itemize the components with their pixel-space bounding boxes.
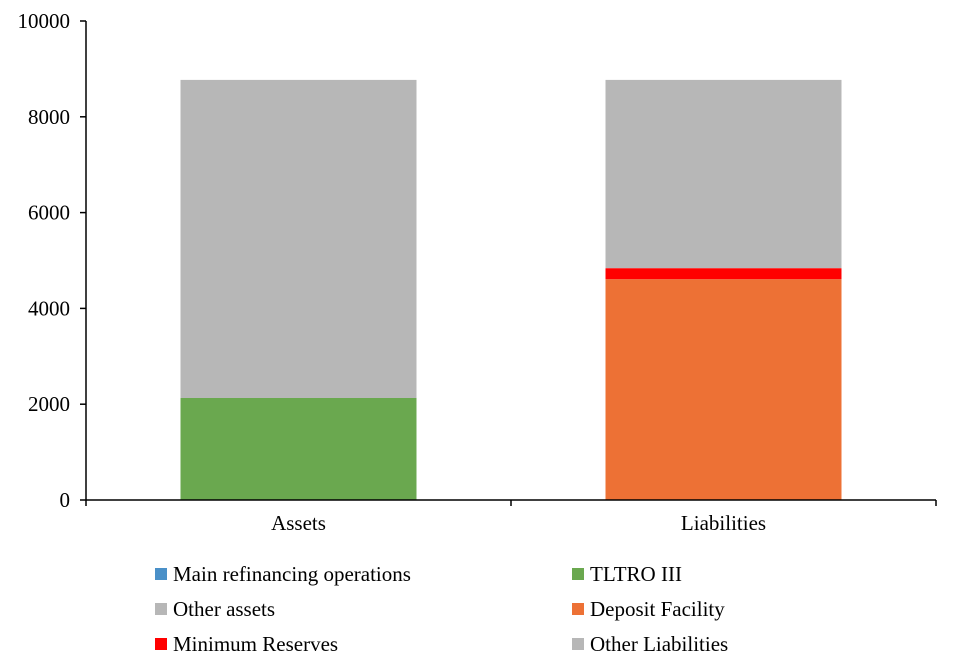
legend-swatch-other-liabilities — [572, 638, 584, 650]
legend-swatch-deposit-facility — [572, 603, 584, 615]
y-tick-label-10000: 10000 — [18, 9, 71, 33]
x-tick-label-assets: Assets — [271, 511, 326, 535]
bar-assets-tltro-iii — [180, 398, 417, 500]
legend-item-tltro-iii: TLTRO III — [572, 560, 682, 588]
legend-item-deposit-facility: Deposit Facility — [572, 595, 725, 623]
legend-label-deposit-facility: Deposit Facility — [590, 597, 725, 621]
legend-item-minimum-reserves: Minimum Reserves — [155, 630, 338, 658]
legend-swatch-minimum-reserves — [155, 638, 167, 650]
y-tick-label-0: 0 — [60, 488, 71, 512]
legend-label-minimum-reserves: Minimum Reserves — [173, 632, 339, 656]
y-tick-label-4000: 4000 — [28, 296, 70, 320]
bars-group — [180, 79, 842, 500]
legend-label-other-liabilities: Other Liabilities — [590, 632, 729, 656]
y-tick-label-6000: 6000 — [28, 201, 70, 225]
legend-label-tltro-iii: TLTRO III — [590, 562, 682, 586]
legend-swatch-other-assets — [155, 603, 167, 615]
bar-assets-other-assets — [180, 79, 417, 399]
legend-label-main-refinancing-operations: Main refinancing operations — [173, 562, 411, 586]
y-tick-label-2000: 2000 — [28, 392, 70, 416]
legend-swatch-tltro-iii — [572, 568, 584, 580]
legend-item-other-assets: Other assets — [155, 595, 275, 623]
legend: Main refinancing operations TLTRO III Ot… — [155, 560, 875, 660]
legend-label-other-assets: Other assets — [173, 597, 276, 621]
legend-item-other-liabilities: Other Liabilities — [572, 630, 728, 658]
bar-liabilities-minimum-reserves — [605, 268, 842, 280]
bar-liabilities-other-liabilities — [605, 79, 842, 269]
y-tick-label-8000: 8000 — [28, 105, 70, 129]
x-tick-label-liabilities: Liabilities — [681, 511, 766, 535]
bar-liabilities-deposit-facility — [605, 279, 842, 500]
legend-item-main-refinancing-operations: Main refinancing operations — [155, 560, 411, 588]
legend-swatch-main-refinancing-operations — [155, 568, 167, 580]
